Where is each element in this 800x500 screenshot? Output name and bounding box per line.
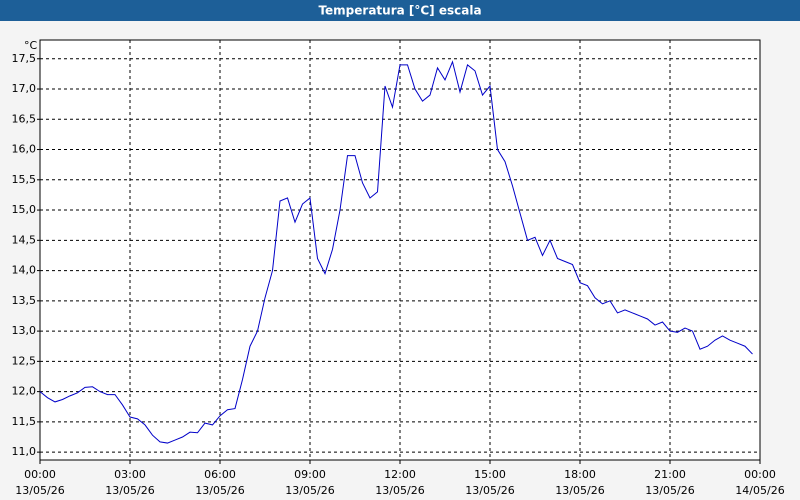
x-tick-label: 18:00 xyxy=(564,468,596,481)
x-tick-label: 15:00 xyxy=(474,468,506,481)
y-tick-label: 15,5 xyxy=(12,173,37,186)
x-tick-date: 13/05/26 xyxy=(645,484,694,497)
y-tick-label: 16,0 xyxy=(12,143,37,156)
x-tick-label: 00:00 xyxy=(744,468,776,481)
x-tick-label: 00:00 xyxy=(24,468,56,481)
x-tick-date: 13/05/26 xyxy=(555,484,604,497)
y-tick-label: 12,5 xyxy=(12,354,37,367)
x-tick-date: 13/05/26 xyxy=(195,484,244,497)
x-tick-date: 13/05/26 xyxy=(15,484,64,497)
x-tick-label: 06:00 xyxy=(204,468,236,481)
y-tick-label: 11,5 xyxy=(12,415,37,428)
x-tick-date: 13/05/26 xyxy=(285,484,334,497)
y-tick-label: 14,0 xyxy=(12,264,37,277)
y-tick-label: 15,0 xyxy=(12,203,37,216)
data-line xyxy=(39,60,753,444)
y-tick-label: 11,0 xyxy=(12,445,37,458)
y-tick-label: 16,5 xyxy=(12,112,37,125)
y-tick-label: 17,5 xyxy=(12,52,37,65)
y-tick-label: 13,5 xyxy=(12,294,37,307)
x-tick-date: 14/05/26 xyxy=(735,484,784,497)
y-tick-label: 13,0 xyxy=(12,324,37,337)
x-tick-label: 03:00 xyxy=(114,468,146,481)
y-tick-label: 12,0 xyxy=(12,385,37,398)
x-tick-date: 13/05/26 xyxy=(465,484,514,497)
y-tick-label: 17,0 xyxy=(12,82,37,95)
chart-title: Temperatura [°C] escala xyxy=(318,4,481,18)
y-unit: °C xyxy=(24,39,38,52)
x-tick-label: 12:00 xyxy=(384,468,416,481)
y-tick-label: 14,5 xyxy=(12,233,37,246)
x-tick-date: 13/05/26 xyxy=(375,484,424,497)
x-tick-label: 09:00 xyxy=(294,468,326,481)
x-tick-date: 13/05/26 xyxy=(105,484,154,497)
plot-border xyxy=(39,39,761,461)
title-bar xyxy=(0,0,800,21)
x-tick-label: 21:00 xyxy=(654,468,686,481)
